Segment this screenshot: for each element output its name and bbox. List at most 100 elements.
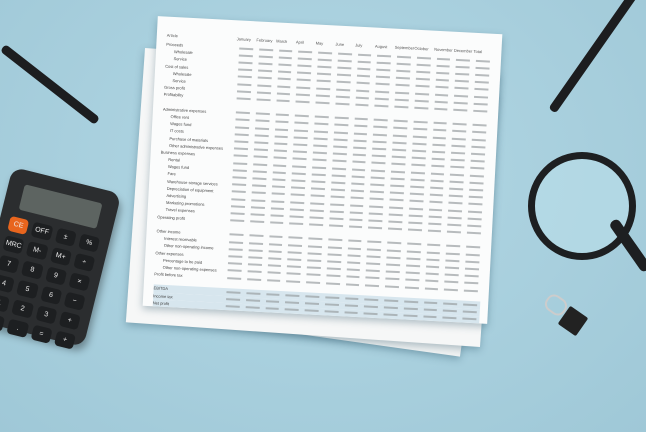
table-cell <box>330 188 345 192</box>
table-cell <box>410 178 425 182</box>
table-cell <box>371 169 386 172</box>
table-cell <box>356 81 371 85</box>
calculator-key: CE <box>7 215 30 236</box>
table-cell <box>234 140 249 144</box>
calculator-key: ± <box>54 227 77 247</box>
table-cell <box>287 251 302 254</box>
table-cell <box>390 177 405 181</box>
table-cell <box>406 250 421 253</box>
table-cell <box>296 93 311 96</box>
table-cell <box>415 92 429 95</box>
table-cell <box>446 252 461 255</box>
table-cell <box>454 87 469 90</box>
table-cell <box>334 124 349 127</box>
table-cell <box>390 184 405 188</box>
table-cell <box>235 126 249 129</box>
table-cell <box>349 211 364 214</box>
table-cell <box>357 53 372 56</box>
table-cell <box>311 173 326 176</box>
magnifying-glass-lens <box>528 152 636 260</box>
table-cell <box>368 219 383 223</box>
column-header: December <box>453 47 473 54</box>
table-cell <box>232 183 246 187</box>
table-cell <box>414 106 429 110</box>
table-cell <box>314 115 329 119</box>
table-cell <box>385 270 400 274</box>
table-cell <box>347 247 362 250</box>
table-cell <box>347 239 362 243</box>
table-cell <box>269 221 284 225</box>
table-cell <box>455 65 470 69</box>
table-cell <box>249 220 264 224</box>
table-cell <box>389 198 404 202</box>
table-cell <box>425 272 440 276</box>
table-cell <box>334 116 349 120</box>
table-cell <box>354 117 369 121</box>
table-cell <box>337 66 352 70</box>
table-cell <box>309 223 324 227</box>
table-cell <box>268 250 283 253</box>
table-cell <box>395 91 410 94</box>
table-cell <box>392 141 407 145</box>
table-cell <box>428 215 443 219</box>
table-cell <box>470 174 484 178</box>
table-cell <box>227 269 242 273</box>
table-cell <box>328 238 342 242</box>
table-cell <box>274 135 289 138</box>
table-cell <box>312 158 327 162</box>
table-cell <box>309 209 324 212</box>
table-cell <box>272 171 287 174</box>
table-cell <box>325 281 340 285</box>
table-cell <box>346 275 360 279</box>
table-cell <box>296 78 311 82</box>
table-cell <box>432 129 447 132</box>
table-cell <box>434 93 449 97</box>
table-cell <box>443 302 458 306</box>
table-cell <box>391 155 406 159</box>
table-cell <box>308 237 323 241</box>
table-cell <box>449 194 464 198</box>
table-cell <box>245 299 260 303</box>
table-cell <box>393 127 408 130</box>
table-cell <box>467 217 482 221</box>
table-cell <box>371 176 385 180</box>
table-cell <box>265 293 280 296</box>
calculator-key: + <box>58 311 81 331</box>
table-cell <box>255 119 270 123</box>
table-cell <box>274 120 289 124</box>
table-cell <box>468 210 483 213</box>
table-cell <box>335 102 350 106</box>
table-cell <box>448 209 463 212</box>
table-cell <box>454 101 468 105</box>
table-cell <box>292 172 306 175</box>
table-cell <box>448 216 462 220</box>
table-cell <box>297 64 312 68</box>
table-cell <box>412 135 427 139</box>
table-cell <box>287 265 301 269</box>
table-cell <box>474 88 489 91</box>
table-cell <box>254 141 268 145</box>
table-cell <box>456 58 471 62</box>
table-cell <box>310 194 325 198</box>
table-cell <box>333 145 347 149</box>
table-cell <box>252 162 267 166</box>
calculator-key: − <box>63 291 86 311</box>
table-cell <box>409 199 424 203</box>
table-cell <box>238 61 253 65</box>
table-cell <box>430 179 445 183</box>
table-cell <box>248 241 263 245</box>
table-cell <box>331 167 346 170</box>
table-cell <box>247 270 262 274</box>
spreadsheet-page: Article January February March April May June J… <box>142 16 503 324</box>
table-cell <box>273 156 287 160</box>
table-cell <box>404 300 418 304</box>
table-cell <box>411 156 426 160</box>
table-cell <box>426 251 441 254</box>
table-cell <box>311 187 325 191</box>
table-cell <box>372 147 387 151</box>
table-cell <box>423 301 438 305</box>
calculator-key: 0 <box>0 312 6 333</box>
table-cell <box>374 104 389 108</box>
table-cell <box>275 113 290 117</box>
table-cell <box>476 59 490 63</box>
